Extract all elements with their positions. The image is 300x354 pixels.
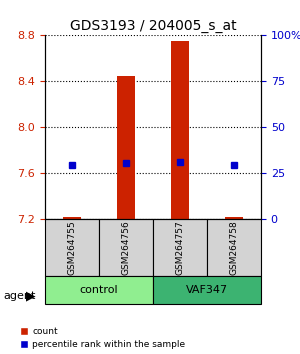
Bar (117, 76, 136, 219)
Text: GSM264756: GSM264756 (122, 221, 130, 275)
Legend: count, percentile rank within the sample: count, percentile rank within the sample (20, 327, 185, 349)
Text: ▶: ▶ (26, 289, 35, 302)
FancyBboxPatch shape (153, 219, 207, 276)
Text: agent: agent (3, 291, 35, 301)
FancyBboxPatch shape (207, 219, 261, 276)
Text: GSM264757: GSM264757 (176, 221, 184, 275)
FancyBboxPatch shape (45, 219, 99, 276)
Text: VAF347: VAF347 (186, 285, 228, 295)
FancyBboxPatch shape (45, 276, 153, 304)
Text: control: control (80, 285, 118, 295)
Bar (225, 217, 244, 219)
Title: GDS3193 / 204005_s_at: GDS3193 / 204005_s_at (70, 19, 236, 33)
Bar (63, 217, 82, 219)
FancyBboxPatch shape (99, 219, 153, 276)
Text: GSM264755: GSM264755 (68, 221, 76, 275)
Text: GSM264758: GSM264758 (230, 221, 238, 275)
Bar (171, 41, 190, 219)
FancyBboxPatch shape (153, 276, 261, 304)
